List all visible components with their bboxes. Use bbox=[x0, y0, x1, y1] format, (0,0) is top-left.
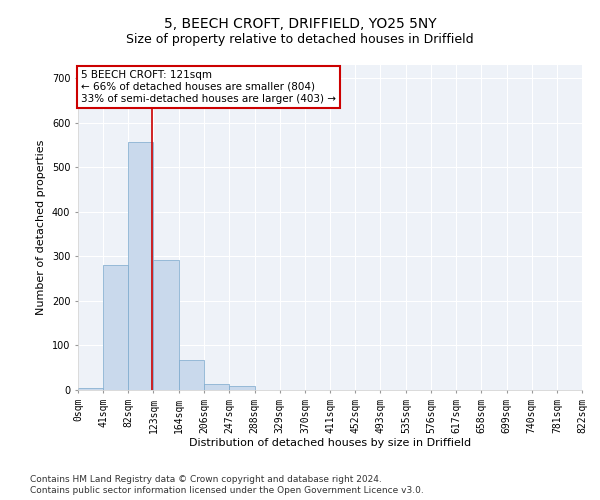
Bar bbox=[78, 388, 103, 390]
Text: 5, BEECH CROFT, DRIFFIELD, YO25 5NY: 5, BEECH CROFT, DRIFFIELD, YO25 5NY bbox=[164, 18, 436, 32]
Text: Contains HM Land Registry data © Crown copyright and database right 2024.: Contains HM Land Registry data © Crown c… bbox=[30, 475, 382, 484]
Text: 5 BEECH CROFT: 121sqm
← 66% of detached houses are smaller (804)
33% of semi-det: 5 BEECH CROFT: 121sqm ← 66% of detached … bbox=[81, 70, 336, 104]
Bar bbox=[205, 384, 229, 390]
Y-axis label: Number of detached properties: Number of detached properties bbox=[37, 140, 46, 315]
X-axis label: Distribution of detached houses by size in Driffield: Distribution of detached houses by size … bbox=[189, 438, 471, 448]
Bar bbox=[128, 142, 154, 390]
Bar bbox=[154, 260, 179, 390]
Bar bbox=[229, 386, 254, 390]
Text: Size of property relative to detached houses in Driffield: Size of property relative to detached ho… bbox=[126, 32, 474, 46]
Bar bbox=[103, 265, 128, 390]
Bar bbox=[179, 360, 203, 390]
Text: Contains public sector information licensed under the Open Government Licence v3: Contains public sector information licen… bbox=[30, 486, 424, 495]
